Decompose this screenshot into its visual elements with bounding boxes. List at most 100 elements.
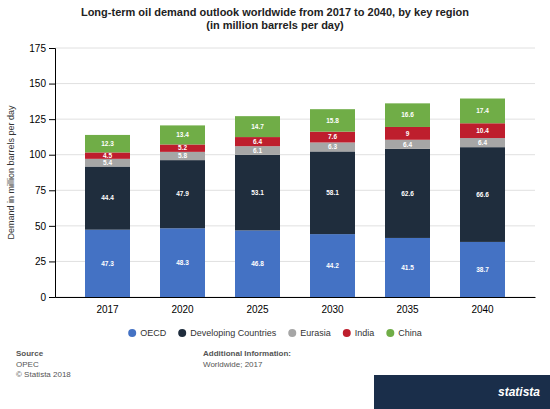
bar [160, 160, 205, 228]
y-tick: 150 [29, 78, 55, 89]
series [85, 123, 505, 159]
data-label: 5.4 [103, 159, 112, 166]
data-label: 6.3 [328, 143, 337, 150]
y-axis: 0 25 50 75 100 125 150 175 [29, 43, 55, 303]
bar [310, 234, 355, 297]
data-label: 4.5 [103, 152, 112, 159]
legend-swatch [178, 329, 186, 337]
annotation: © Statista 2018 [16, 370, 71, 379]
data-label: 47.9 [176, 190, 189, 197]
y-tick-label: 125 [29, 114, 46, 125]
y-tick-label: 100 [29, 149, 46, 160]
legend: OECD Developing Countries Eurasia India Chin… [128, 328, 422, 338]
data-label: 6.4 [478, 139, 487, 146]
bar [85, 167, 130, 230]
x-tick: 2030 [321, 304, 344, 315]
bar [160, 125, 205, 144]
title: Long-term oil demand outlook worldwide f… [81, 6, 469, 31]
series [85, 228, 505, 297]
y-tick: 125 [29, 114, 55, 125]
bar [85, 135, 130, 153]
legend-label: Eurasia [300, 328, 331, 338]
bar [160, 152, 205, 160]
legend-swatch [128, 329, 136, 337]
y-tick-mark [49, 48, 55, 49]
data-label: 6.4 [253, 138, 262, 145]
annotation: Additional Information: [203, 349, 291, 358]
title-line: (in million barrels per day) [206, 19, 344, 31]
data-label: 6.4 [403, 141, 412, 148]
data-label: 46.8 [251, 260, 264, 267]
data-label: 17.4 [476, 107, 489, 114]
data-label: 16.6 [401, 111, 414, 118]
y-tick-mark [49, 261, 55, 262]
x-tick-label: 2040 [471, 304, 494, 315]
bar [85, 230, 130, 297]
legend-item: India [343, 328, 375, 338]
bar [235, 230, 280, 297]
data-label: 44.2 [326, 262, 339, 269]
data-label: 10.4 [476, 127, 489, 134]
legend-item: OECD [128, 328, 167, 338]
data-label: 13.4 [176, 131, 189, 138]
x-tick: 2017 [96, 304, 119, 315]
chart: Long-term oil demand outlook worldwide f… [0, 0, 550, 409]
y-tick: 175 [29, 43, 55, 54]
x-tick-label: 2025 [246, 304, 269, 315]
bar [85, 159, 130, 167]
data-labels: 47.348.346.844.241.538.744.447.953.158.1… [101, 107, 489, 273]
series [85, 99, 505, 153]
y-tick: 50 [35, 221, 55, 232]
x-tick: 2020 [171, 304, 194, 315]
y-tick-label: 0 [40, 292, 46, 303]
data-label: 62.6 [401, 190, 414, 197]
bar [310, 109, 355, 131]
data-label: 14.7 [251, 123, 264, 130]
y-tick: 25 [35, 256, 55, 267]
logo: statista [498, 385, 540, 399]
x-tick: 2040 [471, 304, 494, 315]
bar [235, 155, 280, 231]
y-tick-mark [49, 226, 55, 227]
y-tick-mark [49, 84, 55, 85]
logo-box [374, 375, 550, 409]
x-tick-label: 2030 [321, 304, 344, 315]
bar [460, 147, 505, 242]
grid-line [55, 48, 535, 49]
data-label: 15.8 [326, 117, 339, 124]
y-tick-mark [49, 155, 55, 156]
data-label: 12.3 [101, 140, 114, 147]
y-axis-title: Demand in million barrels per day [6, 105, 16, 240]
title-line: Long-term oil demand outlook worldwide f… [81, 6, 469, 18]
bar [310, 151, 355, 234]
y-tick-label: 150 [29, 78, 46, 89]
data-label: 66.6 [476, 191, 489, 198]
bar [460, 242, 505, 297]
data-label: 47.3 [101, 260, 114, 267]
legend-item: China [386, 328, 422, 338]
legend-item: Developing Countries [178, 328, 277, 338]
bar [460, 138, 505, 147]
bar [85, 152, 130, 158]
bar [235, 146, 280, 155]
x-axis: 201720202025203020352040 [56, 298, 536, 316]
y-tick: 75 [35, 185, 55, 196]
plot: 0255075100125150175201720202025203020352… [29, 43, 535, 315]
y-tick-mark [49, 119, 55, 120]
series [85, 138, 505, 166]
y-tick-label: 25 [35, 256, 47, 267]
bar [310, 142, 355, 151]
legend-label: China [398, 328, 422, 338]
bar [310, 132, 355, 143]
y-tick-label: 75 [35, 185, 47, 196]
y-tick: 0 [40, 292, 55, 303]
data-label: 53.1 [251, 189, 264, 196]
bars [85, 99, 505, 297]
bar [235, 116, 280, 137]
bar [460, 123, 505, 138]
bar [385, 238, 430, 297]
x-axis-line [56, 297, 536, 298]
data-label: 38.7 [476, 266, 489, 273]
annotation: OPEC [16, 360, 39, 369]
grid-line [55, 83, 535, 84]
